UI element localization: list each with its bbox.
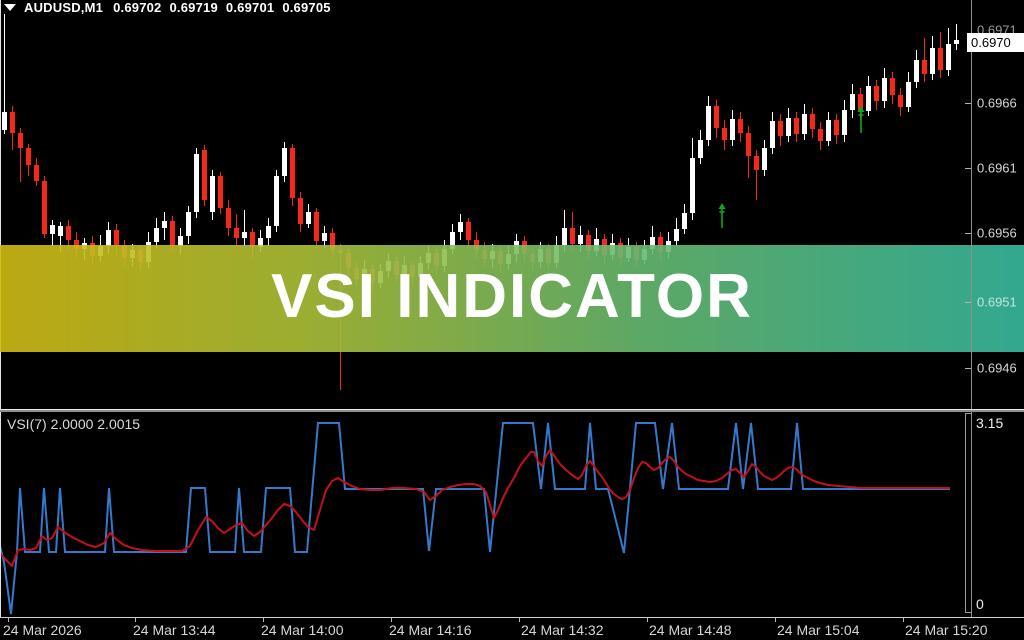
time-axis-tick <box>775 618 776 622</box>
time-axis-label: 24 Mar 14:16 <box>389 622 472 638</box>
time-axis-label: 24 Mar 14:48 <box>649 622 732 638</box>
time-axis-tick <box>391 618 392 622</box>
price-axis-label: 0.6961 <box>977 160 1017 176</box>
time-axis-tick <box>8 618 9 622</box>
time-axis-label: 24 Mar 13:44 <box>133 622 216 638</box>
quote-bar: AUDUSD,M1 0.69702 0.69719 0.69701 0.6970… <box>4 0 339 15</box>
quote-open: 0.69702 <box>113 0 162 15</box>
current-price-box: 0.6970 <box>967 33 1024 52</box>
time-axis-border <box>0 617 1024 618</box>
time-axis-label: 24 Mar 14:00 <box>261 622 344 638</box>
subwindow-divider[interactable] <box>0 409 1024 412</box>
price-axis-label: 0.6951 <box>977 294 1017 310</box>
price-axis-tick <box>965 302 971 303</box>
price-axis-separator <box>971 0 972 617</box>
symbol-dropdown-icon[interactable] <box>4 3 16 11</box>
subwindow-scale-bracket <box>965 413 972 613</box>
time-axis-tick <box>647 618 648 622</box>
time-axis-tick <box>263 618 264 622</box>
subwindow-scale-min: 0 <box>976 596 984 612</box>
price-axis[interactable]: 0.6971 0.6966 0.6961 0.6956 0.6951 0.6946 <box>965 0 1024 617</box>
quote-close: 0.69705 <box>282 0 331 15</box>
promo-banner: VSI INDICATOR <box>0 245 1024 352</box>
time-axis-tick <box>135 618 136 622</box>
price-axis-tick <box>965 368 971 369</box>
symbol-label: AUDUSD,M1 <box>24 0 104 15</box>
time-axis-label: 24 Mar 14:32 <box>521 622 604 638</box>
banner-title: VSI INDICATOR <box>271 262 753 331</box>
time-axis-label: 24 Mar 15:20 <box>905 622 988 638</box>
quote-low: 0.69701 <box>225 0 275 15</box>
subwindow-scale-max: 3.15 <box>976 415 1004 431</box>
time-axis-tick <box>903 618 904 622</box>
time-axis-label: 24 Mar 2026 <box>3 622 82 638</box>
time-axis-label: 24 Mar 15:04 <box>777 622 860 638</box>
indicator-label: VSI(7) 2.0000 2.0015 <box>7 416 141 432</box>
price-axis-label: 0.6946 <box>977 360 1017 376</box>
price-axis-tick <box>965 103 971 104</box>
time-axis-tick <box>519 618 520 622</box>
price-axis-tick <box>965 168 971 169</box>
price-axis-tick <box>965 233 971 234</box>
time-axis[interactable]: 24 Mar 2026 24 Mar 13:44 24 Mar 14:00 24 Ma… <box>0 618 1024 640</box>
quote-high: 0.69719 <box>169 0 218 15</box>
price-axis-label: 0.6956 <box>977 225 1017 241</box>
price-axis-label: 0.6966 <box>977 95 1017 111</box>
